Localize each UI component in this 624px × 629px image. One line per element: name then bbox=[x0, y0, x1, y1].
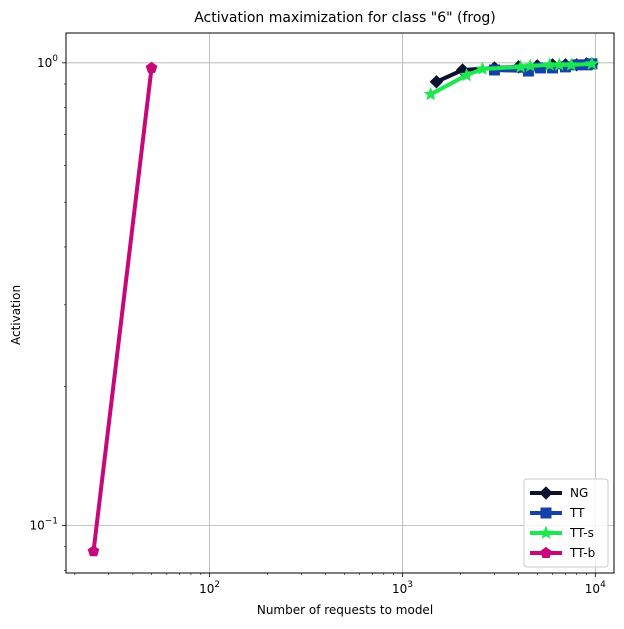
data-point bbox=[564, 57, 579, 71]
data-point bbox=[87, 545, 100, 557]
x-tick-label: 103 bbox=[392, 580, 413, 596]
legend-label: TT bbox=[569, 506, 585, 520]
grid-lines bbox=[66, 33, 614, 573]
legend-marker bbox=[540, 507, 552, 519]
x-tick-label: 102 bbox=[199, 580, 220, 596]
data-point bbox=[459, 67, 474, 82]
series-line bbox=[91, 65, 154, 554]
x-axis-label: Number of requests to model bbox=[257, 603, 433, 617]
chart-title: Activation maximization for class "6" (f… bbox=[194, 10, 496, 26]
legend-marker bbox=[538, 525, 554, 539]
data-point bbox=[475, 61, 490, 75]
data-point bbox=[145, 61, 158, 73]
legend-label: TT-s bbox=[569, 526, 594, 540]
data-point bbox=[584, 56, 599, 70]
legend-box bbox=[523, 478, 609, 568]
legend-label: NG bbox=[570, 486, 588, 500]
data-point bbox=[429, 75, 444, 89]
axis-ticks: 102 103 104 10−1 100 bbox=[29, 54, 606, 596]
legend: NG TT TT-s TT-b bbox=[523, 478, 609, 568]
y-tick-label: 100 bbox=[37, 54, 58, 70]
data-series bbox=[87, 56, 599, 557]
legend-item: TT bbox=[530, 506, 585, 520]
data-point bbox=[423, 86, 438, 101]
data-point bbox=[535, 62, 547, 74]
legend-label: TT-b bbox=[569, 546, 595, 560]
legend-marker bbox=[540, 546, 552, 558]
y-axis-label: Activation bbox=[9, 285, 23, 345]
data-point bbox=[552, 57, 567, 71]
x-tick-label: 104 bbox=[585, 580, 606, 596]
legend-item: TT-b bbox=[530, 546, 595, 560]
data-point bbox=[523, 58, 538, 72]
legend-marker bbox=[539, 486, 553, 500]
series-tt-s bbox=[423, 56, 599, 101]
plot-area-frame bbox=[65, 32, 615, 574]
y-tick-label: 10−1 bbox=[29, 517, 58, 533]
series-tt-b bbox=[87, 61, 158, 557]
legend-item: NG bbox=[530, 486, 588, 500]
legend-item: TT-s bbox=[530, 525, 594, 540]
